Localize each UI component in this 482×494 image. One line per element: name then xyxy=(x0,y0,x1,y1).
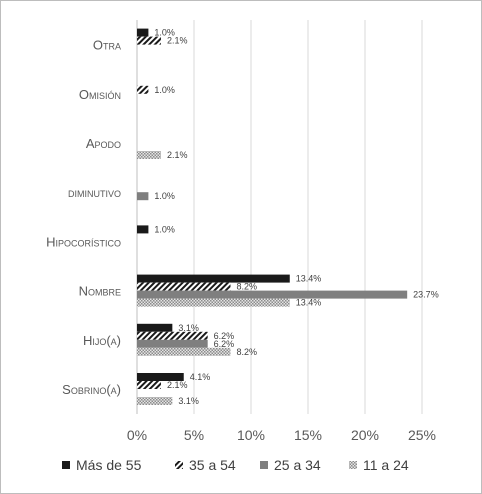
bar-otra-35-a-54 xyxy=(137,36,161,45)
x-tick-label: 5% xyxy=(184,427,204,443)
bar-sobrino-a-mas-de-55 xyxy=(137,373,184,381)
bar-hijo-a-mas-de-55 xyxy=(137,323,173,332)
category-label-hijo-a: Hijo(a) xyxy=(83,333,121,348)
data-label: 6.2% xyxy=(214,331,235,341)
data-label: 1.0% xyxy=(154,224,175,234)
bar-sobrino-a-11-a-24 xyxy=(137,397,173,405)
bar-sobrino-a-35-a-54 xyxy=(137,381,161,389)
legend-swatch-25-a-34 xyxy=(260,461,268,469)
bar-omision-35-a-54 xyxy=(137,85,149,94)
legend-label-35-a-54: 35 a 54 xyxy=(189,457,236,473)
bar-otra-mas-de-55 xyxy=(137,28,149,37)
x-tick-label: 20% xyxy=(351,427,379,443)
category-label-otra: Otra xyxy=(93,38,121,53)
legend-label-25-a-34: 25 a 34 xyxy=(274,457,321,473)
data-label: 23.7% xyxy=(413,290,439,300)
x-tick-label: 15% xyxy=(294,427,322,443)
bar-nombre-11-a-24 xyxy=(137,298,290,307)
legend-label-11-a-24: 11 a 24 xyxy=(363,457,409,473)
data-label: 1.0% xyxy=(154,28,175,38)
bar-nombre-35-a-54 xyxy=(137,282,231,291)
data-label: 3.1% xyxy=(178,323,199,333)
data-label: 2.1% xyxy=(167,380,188,390)
data-label: 1.0% xyxy=(154,85,175,95)
category-label-diminutivo: diminutivo xyxy=(68,185,121,200)
data-label: 13.4% xyxy=(296,298,322,308)
bars xyxy=(137,28,408,405)
bar-apodo-11-a-24 xyxy=(137,151,161,159)
x-tick-label: 10% xyxy=(237,427,265,443)
x-tick-label: 25% xyxy=(408,427,436,443)
data-label: 13.4% xyxy=(296,274,322,284)
data-label: 8.2% xyxy=(236,347,257,357)
data-labels: 1.0%2.1%1.0%2.1%1.0%1.0%13.4%8.2%23.7%13… xyxy=(154,28,438,406)
category-label-nombre: Nombre xyxy=(79,284,121,299)
bar-nombre-25-a-34 xyxy=(137,290,408,299)
category-label-apodo: Apodo xyxy=(86,136,121,151)
bar-hijo-a-11-a-24 xyxy=(137,347,231,356)
category-labels: Otra Omisión Apodo diminutivo Hipocorístico N… xyxy=(46,38,121,397)
bar-hipocoristico-mas-de-55 xyxy=(137,225,149,234)
legend-swatch-11-a-24 xyxy=(349,461,357,469)
legend-swatch-mas-de-55 xyxy=(62,461,70,469)
data-label: 3.1% xyxy=(178,396,199,406)
legend: Más de 55 35 a 54 25 a 34 11 a 24 xyxy=(62,457,409,473)
data-label: 4.1% xyxy=(190,372,211,382)
bar-hijo-a-25-a-34 xyxy=(137,339,208,348)
data-label: 2.1% xyxy=(167,36,188,46)
data-label: 6.2% xyxy=(214,339,235,349)
legend-label-mas-de-55: Más de 55 xyxy=(76,457,142,473)
data-label: 1.0% xyxy=(154,191,175,201)
bar-diminutivo-25-a-34 xyxy=(137,192,149,201)
category-label-sobrino-a: Sobrino(a) xyxy=(62,382,121,397)
x-tick-labels: 0% 5% 10% 15% 20% 25% xyxy=(127,427,436,443)
category-label-omision: Omisión xyxy=(79,87,121,102)
legend-swatch-35-a-54 xyxy=(175,461,183,469)
data-label: 2.1% xyxy=(167,150,188,160)
bar-nombre-mas-de-55 xyxy=(137,274,290,283)
category-label-hipocoristico: Hipocorístico xyxy=(46,234,121,249)
x-tick-label: 0% xyxy=(127,427,147,443)
bar-hijo-a-35-a-54 xyxy=(137,331,208,340)
data-label: 8.2% xyxy=(236,282,257,292)
